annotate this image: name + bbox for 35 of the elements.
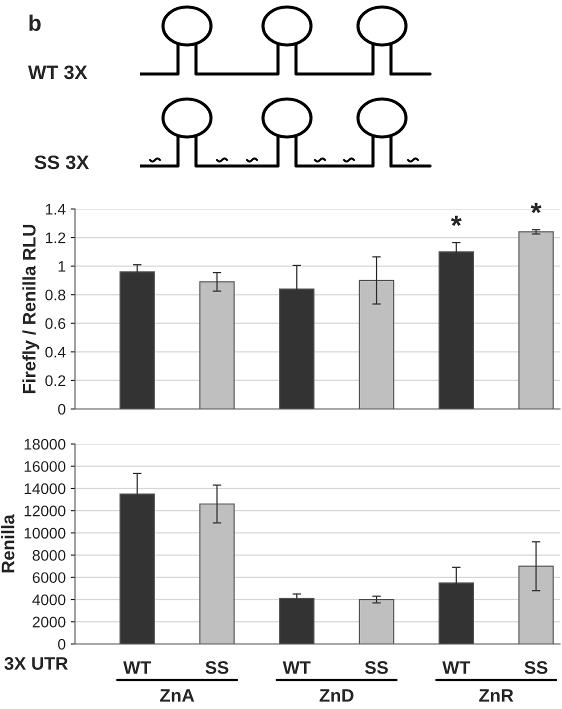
text: 3X UTR [4, 657, 68, 670]
y-tick-label: 0.2 [45, 375, 66, 386]
y-tick-label: 10000 [24, 528, 66, 539]
data-label: * [530, 202, 542, 214]
x-tick-label: WT [123, 661, 152, 674]
y-tick-label: 12000 [24, 506, 66, 516]
y-tick-label: 1.2 [46, 232, 66, 244]
y-tick-label: 0.6 [45, 318, 66, 329]
x-tick-label: WT [442, 661, 470, 674]
y-tick-label: 0.8 [45, 290, 66, 300]
y-tick-label: 1 [58, 261, 66, 272]
y-tick-label: 0 [58, 404, 66, 415]
text: ZnD [320, 689, 354, 702]
data-label: * [450, 216, 462, 226]
y-tick-label: 0.4 [45, 346, 66, 358]
text: ZnA [160, 689, 194, 702]
y-tick-label: 16000 [24, 461, 66, 472]
y-axis-title: Firefly / Renilla RLU [22, 224, 40, 394]
text: SS 3X [34, 155, 89, 170]
y-tick-label: 2000 [32, 616, 66, 628]
text: ZnR [479, 689, 514, 702]
y-tick-label: 0 [58, 638, 66, 650]
x-tick-label: SS [205, 661, 228, 674]
y-tick-label: 6000 [32, 572, 66, 584]
y-axis-title: Renilla [1, 514, 14, 572]
y-tick-label: 4000 [32, 594, 66, 606]
x-tick-label: WT [282, 661, 311, 674]
y-tick-label: 1.4 [46, 204, 66, 215]
text: WT 3X [28, 65, 88, 80]
text: b [29, 14, 41, 31]
y-tick-label: 18000 [24, 438, 66, 450]
x-tick-label: SS [524, 661, 548, 674]
x-tick-label: SS [365, 661, 388, 674]
y-tick-label: 8000 [32, 550, 66, 561]
y-tick-label: 14000 [24, 483, 66, 494]
